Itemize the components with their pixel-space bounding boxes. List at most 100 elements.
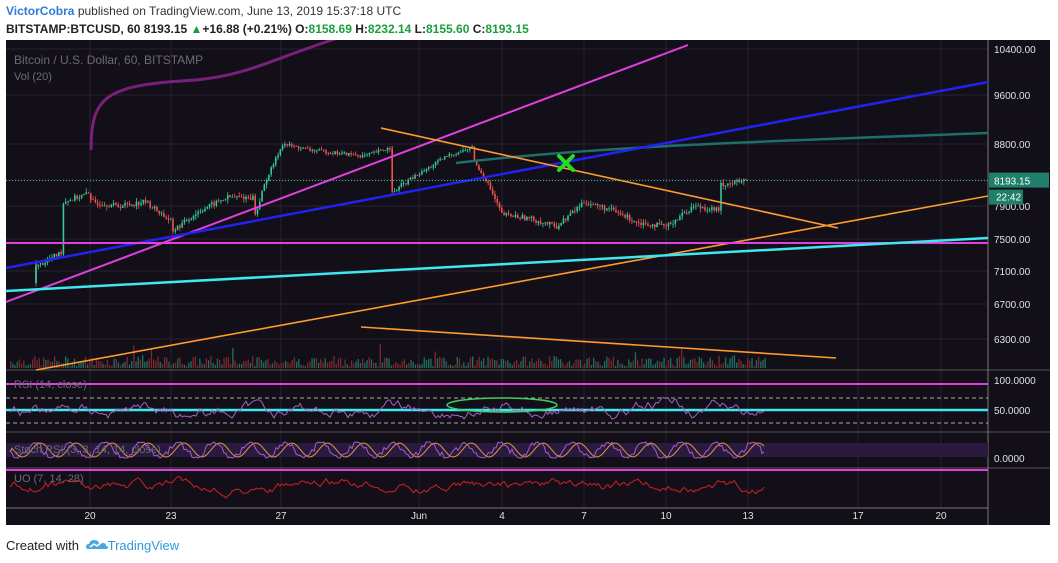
volume-bar — [454, 364, 456, 368]
candle-body — [423, 171, 425, 172]
volume-bar — [494, 360, 496, 368]
price-tick-label: 8800.00 — [994, 140, 1031, 151]
volume-bar — [533, 363, 535, 368]
volume-bar — [747, 358, 749, 368]
volume-bar — [597, 361, 599, 368]
volume-bar — [353, 363, 355, 368]
candle-body — [58, 252, 60, 257]
volume-bar — [205, 358, 208, 368]
time-tick-label: 20 — [935, 511, 947, 522]
candle-body — [649, 225, 652, 227]
candle-body — [651, 224, 654, 227]
uo-line — [9, 475, 765, 499]
candle-body — [736, 179, 738, 182]
chart-svg[interactable]: 10400.009600.008800.008200.007900.007500… — [6, 40, 1050, 525]
trendline-magenta — [6, 44, 689, 303]
volume-bar — [641, 358, 643, 368]
volume-bar — [546, 365, 549, 368]
candle-body — [478, 165, 480, 171]
volume-bar — [276, 362, 278, 368]
candle-body — [142, 199, 145, 204]
volume-bar — [291, 359, 293, 368]
volume-bar — [698, 356, 700, 368]
volume-bar — [177, 358, 179, 368]
volume-bar — [579, 359, 582, 368]
volume-bar — [509, 363, 511, 368]
volume-bar — [711, 360, 714, 368]
candle-body — [473, 147, 476, 155]
volume-bar — [296, 361, 298, 368]
volume-bar — [557, 359, 560, 368]
chart-area[interactable]: 10400.009600.008800.008200.007900.007500… — [6, 40, 1050, 525]
candle-body — [172, 220, 174, 228]
candle-body — [201, 210, 204, 212]
volume-bar — [568, 360, 571, 368]
candle-body — [391, 167, 393, 192]
tradingview-cloud-icon[interactable] — [85, 539, 108, 554]
high-label: H: — [355, 22, 368, 36]
volume-bar — [447, 365, 450, 368]
candle-body — [521, 215, 524, 219]
volume-bar — [302, 365, 304, 368]
volume-bar — [300, 364, 302, 368]
volume-bar — [590, 364, 593, 368]
candle-body — [320, 149, 323, 151]
candle-body — [338, 153, 341, 155]
candle-body — [690, 206, 693, 212]
candle-body — [512, 215, 515, 217]
candle-body — [656, 222, 658, 228]
volume-bar — [243, 361, 245, 368]
volume-bar — [179, 356, 181, 368]
candle-body — [76, 195, 78, 199]
volume-bar — [575, 359, 577, 368]
time-tick-label: 27 — [275, 511, 287, 522]
volume-bar — [333, 356, 335, 368]
candle-body — [482, 173, 485, 178]
candle-body — [596, 203, 599, 206]
candle-body — [140, 203, 142, 205]
volume-bar — [562, 362, 564, 368]
candle-body — [213, 202, 215, 206]
candle-body — [147, 201, 149, 203]
candle-body — [653, 224, 656, 228]
candle-body — [242, 196, 245, 200]
volume-bar — [201, 363, 203, 368]
volume-bar — [170, 365, 172, 368]
candle-body — [469, 147, 471, 150]
candle-body — [379, 149, 382, 151]
candle-body — [121, 205, 124, 208]
candle-body — [67, 201, 69, 203]
volume-bar — [346, 364, 348, 368]
candle-body — [713, 207, 715, 211]
candle-body — [437, 160, 439, 163]
volume-bar — [263, 362, 265, 368]
volume-bar — [309, 361, 311, 368]
candle-body — [279, 149, 282, 156]
candle-body — [87, 192, 90, 194]
candle-body — [261, 190, 263, 202]
volume-bar — [27, 364, 29, 368]
candle-body — [224, 199, 227, 201]
tradingview-brand-link[interactable]: TradingView — [107, 538, 180, 553]
volume-bar — [87, 364, 89, 368]
candle-body — [405, 183, 407, 185]
time-tick-label: 10 — [660, 511, 672, 522]
candle-body — [592, 204, 594, 206]
candle-body — [156, 206, 158, 211]
volume-bar — [320, 359, 322, 368]
candle-body — [722, 182, 725, 187]
volume-bar — [544, 363, 546, 368]
volume-bar — [722, 362, 725, 368]
volume-bar — [423, 357, 425, 368]
candle-body — [92, 199, 94, 201]
candle-body — [514, 215, 517, 217]
author-link[interactable]: VictorCobra — [6, 4, 75, 18]
volume-bar — [342, 365, 344, 368]
volume-bar — [408, 362, 410, 368]
volume-bar — [434, 351, 436, 368]
candle-body — [345, 152, 348, 156]
volume-bar — [181, 363, 183, 368]
volume-bar — [685, 364, 687, 368]
candle-body — [619, 212, 622, 215]
candle-body — [37, 264, 40, 267]
